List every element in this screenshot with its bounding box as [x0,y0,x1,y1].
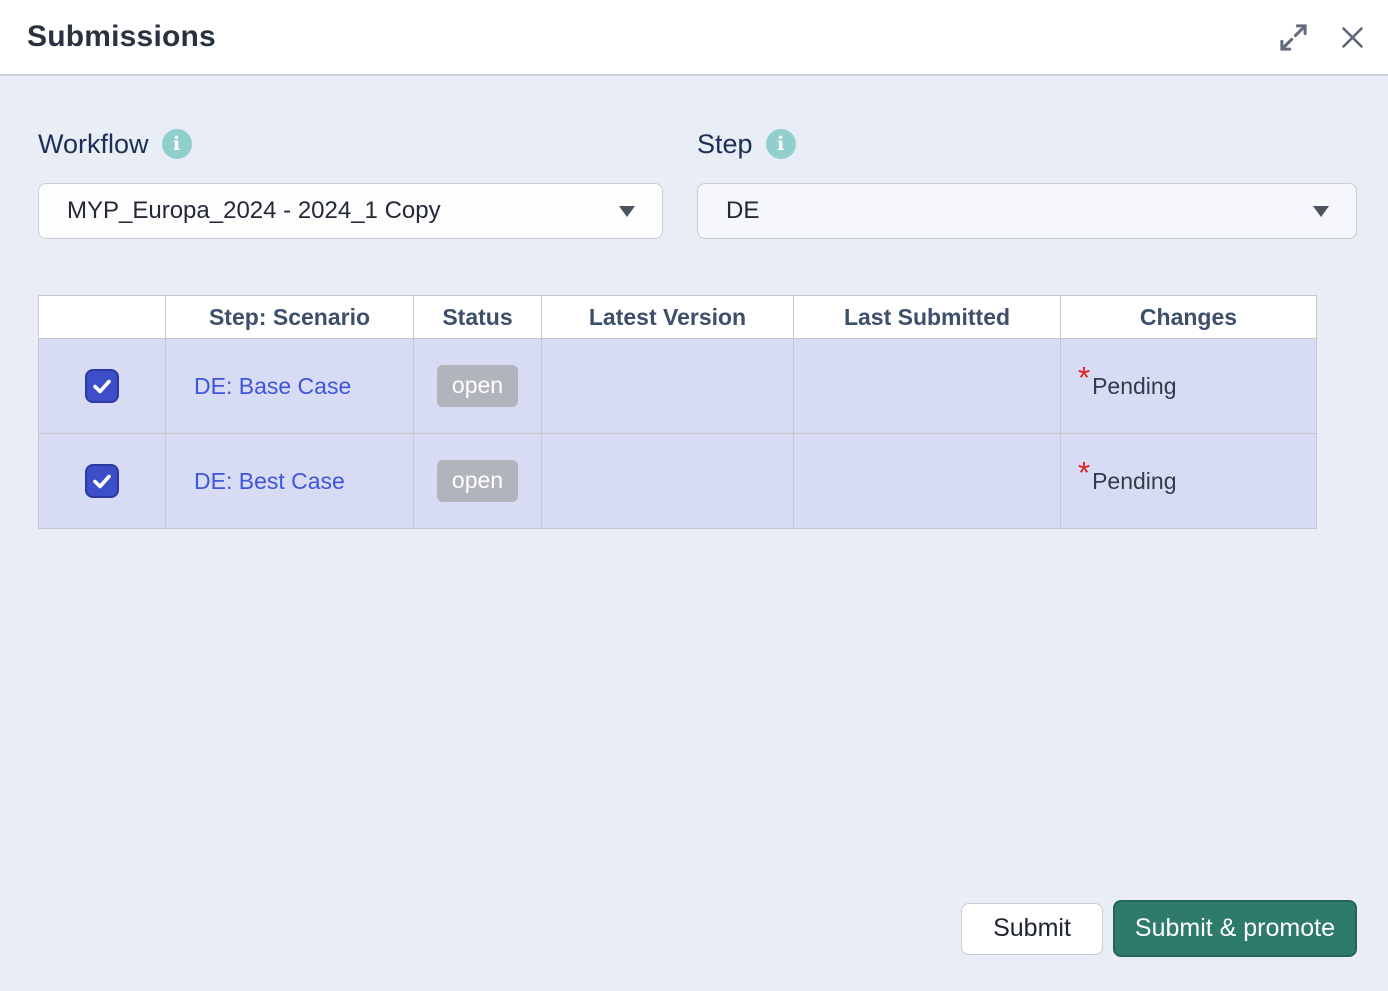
expand-icon[interactable] [1278,22,1309,53]
workflow-label-row: Workflow i [38,126,663,162]
row-checkbox-checked[interactable] [85,369,119,403]
col-header-select [38,295,166,339]
scenario-link[interactable]: DE: Best Case [194,467,345,494]
latest-version-cell [541,338,794,434]
chevron-down-icon [619,206,635,217]
workflow-selected-value: MYP_Europa_2024 - 2024_1 Copy [67,197,441,224]
col-header-latest-version: Latest Version [541,295,794,339]
col-header-last-submitted: Last Submitted [793,295,1061,339]
pending-asterisk: * [1078,359,1091,395]
col-header-status: Status [413,295,542,339]
col-header-scenario: Step: Scenario [165,295,414,339]
changes-status: Pending [1092,467,1177,494]
step-label: Step [697,128,753,159]
col-header-changes: Changes [1060,295,1317,339]
submit-button[interactable]: Submit [961,902,1103,955]
last-submitted-cell [793,338,1061,434]
scenario-link[interactable]: DE: Base Case [194,372,352,399]
latest-version-cell [541,433,794,529]
workflow-field: Workflow i MYP_Europa_2024 - 2024_1 Copy [38,126,663,239]
dialog-footer: Submit Submit & promote [961,900,1357,957]
step-selected-value: DE [726,197,760,224]
table-row: DE: Base Case open * Pending [38,338,1317,434]
step-label-row: Step i [697,126,1357,162]
chevron-down-icon [1313,206,1329,217]
step-field: Step i DE [697,126,1357,239]
page-title: Submissions [27,20,216,53]
last-submitted-cell [793,433,1061,529]
status-badge: open [436,365,519,407]
table-header: Step: Scenario Status Latest Version Las… [38,295,1317,339]
pending-asterisk: * [1078,454,1091,490]
row-checkbox-checked[interactable] [85,464,119,498]
header-icons [1278,0,1366,74]
changes-status: Pending [1092,372,1177,399]
status-badge: open [436,460,519,502]
dialog-header: Submissions [0,0,1388,76]
info-icon[interactable]: i [161,129,192,159]
workflow-select[interactable]: MYP_Europa_2024 - 2024_1 Copy [38,183,663,239]
submit-promote-button[interactable]: Submit & promote [1112,900,1357,957]
workflow-label: Workflow [38,128,149,159]
filter-row: Workflow i MYP_Europa_2024 - 2024_1 Copy… [38,126,1357,239]
table-row: DE: Best Case open * Pending [38,433,1317,529]
info-icon[interactable]: i [765,129,796,159]
step-select[interactable]: DE [697,183,1357,239]
submissions-table: Step: Scenario Status Latest Version Las… [38,295,1317,529]
close-icon[interactable] [1339,24,1366,51]
